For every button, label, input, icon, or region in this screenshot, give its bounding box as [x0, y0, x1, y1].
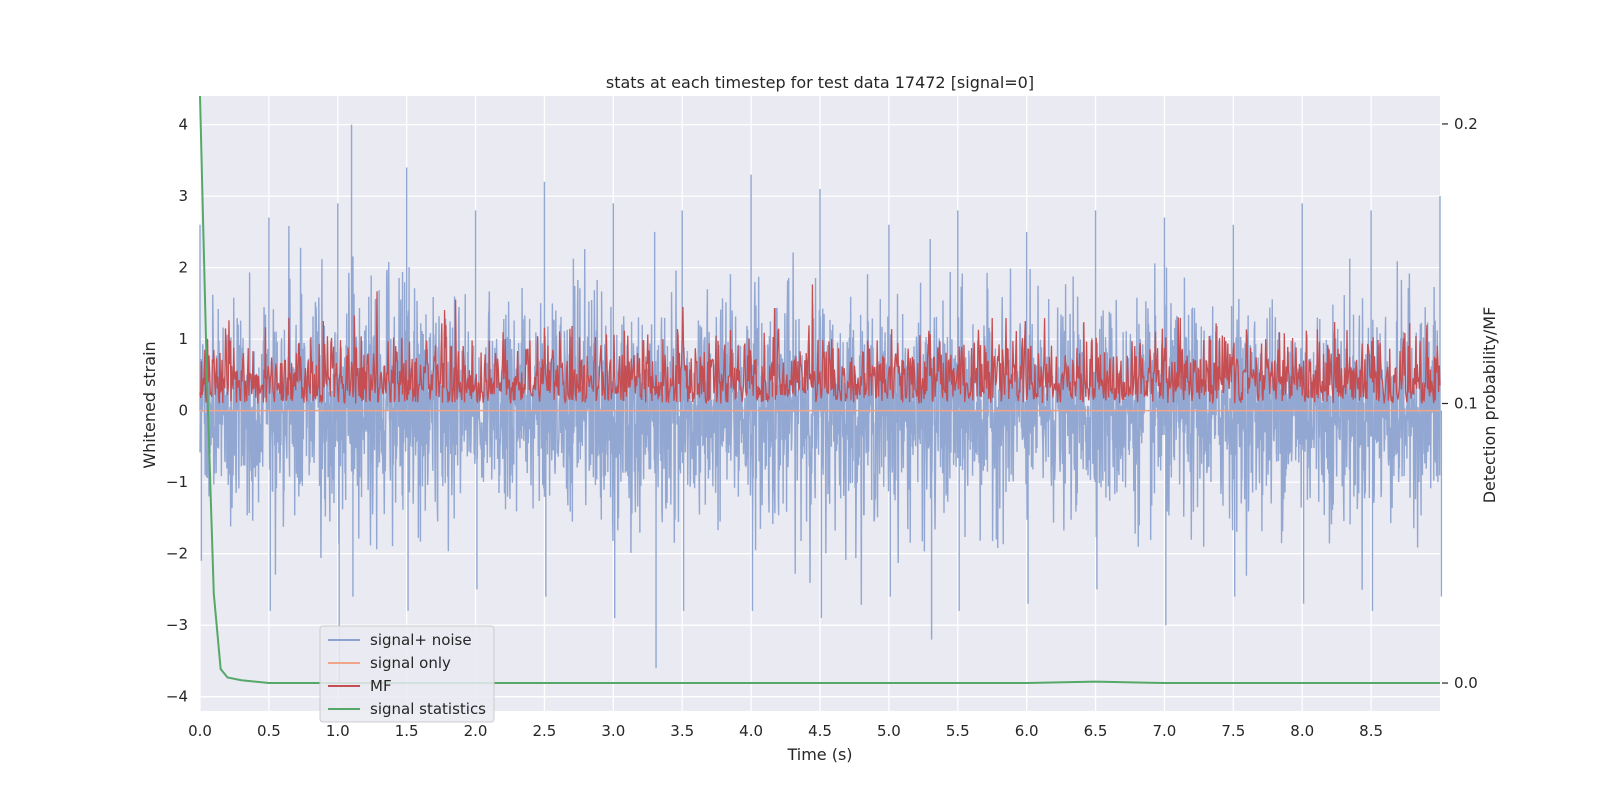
legend-box: [319, 625, 495, 723]
y-right-tick-label: 0.1: [1454, 395, 1478, 413]
y-axis-ticks: 4 3 2 1 0 −1 −2 −3 −4: [166, 116, 188, 706]
y-tick-label: 3: [178, 187, 188, 205]
x-tick-label: 7.5: [1221, 722, 1245, 740]
series-mf: [199, 284, 1441, 405]
y-tick-label: 2: [178, 259, 188, 277]
x-tick-label: 6.0: [1015, 722, 1039, 740]
x-tick-label: 1.5: [395, 722, 419, 740]
legend-label-mf: MF: [370, 677, 392, 695]
y-axis-right-ticks: 0.2 0.1 0.0: [1442, 115, 1478, 692]
x-axis-ticks: 0.0 0.5 1.0 1.5 2.0 2.5 3.0 3.5 4.0 4.5 5.0 5.5 6.0 6…: [188, 722, 1383, 740]
y-tick-label: 0: [178, 402, 188, 420]
x-tick-label: 6.5: [1084, 722, 1108, 740]
x-tick-label: 5.5: [946, 722, 970, 740]
x-tick-label: 3.0: [601, 722, 625, 740]
legend-label-signal-noise: signal+ noise: [370, 631, 472, 649]
legend-label-signal-only: signal only: [370, 654, 451, 672]
series-signal-noise: [199, 124, 1443, 683]
y-tick-label: −2: [166, 545, 188, 563]
y-axis-label: Whitened strain: [140, 341, 159, 468]
x-tick-label: 3.5: [670, 722, 694, 740]
x-tick-label: 7.0: [1153, 722, 1177, 740]
x-tick-label: 2.5: [533, 722, 557, 740]
x-tick-label: 0.0: [188, 722, 212, 740]
x-tick-label: 2.0: [464, 722, 488, 740]
x-tick-label: 1.0: [326, 722, 350, 740]
x-axis-label: Time (s): [786, 745, 852, 764]
y-tick-label: −4: [166, 688, 188, 706]
y-tick-label: −1: [166, 473, 188, 491]
y-right-tick-label: 0.0: [1454, 674, 1478, 692]
x-tick-label: 4.0: [739, 722, 763, 740]
x-tick-label: 4.5: [808, 722, 832, 740]
y-tick-label: 4: [178, 116, 188, 134]
x-tick-label: 8.5: [1359, 722, 1383, 740]
legend-label-signal-statistics: signal statistics: [370, 700, 486, 718]
y-axis-right-label: Detection probability/MF: [1480, 307, 1499, 504]
chart-title: stats at each timestep for test data 174…: [606, 73, 1034, 92]
x-tick-label: 0.5: [257, 722, 281, 740]
legend: signal+ noise signal only MF signal stat…: [319, 625, 495, 723]
y-right-tick-label: 0.2: [1454, 115, 1478, 133]
y-tick-label: 1: [178, 330, 188, 348]
y-tick-label: −3: [166, 616, 188, 634]
x-tick-label: 5.0: [877, 722, 901, 740]
x-tick-label: 8.0: [1290, 722, 1314, 740]
